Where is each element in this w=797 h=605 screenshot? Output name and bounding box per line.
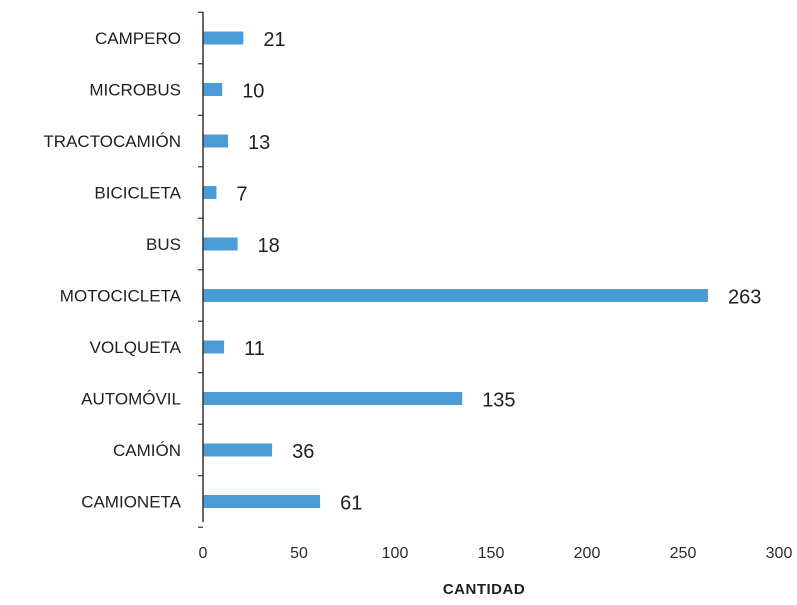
x-tick-label: 150 — [478, 545, 505, 562]
value-label: 61 — [340, 493, 362, 515]
x-tick-label: 300 — [766, 545, 793, 562]
x-tick-label: 0 — [199, 545, 208, 562]
bar-bicicleta — [203, 186, 217, 199]
bar-camión — [203, 443, 273, 457]
value-label: 10 — [242, 81, 264, 103]
category-label: CAMIONETA — [81, 493, 181, 512]
value-label: 21 — [263, 29, 285, 51]
x-tick-label: 100 — [382, 545, 409, 562]
x-tick-label: 250 — [670, 545, 697, 562]
category-label: VOLQUETA — [90, 338, 182, 357]
category-label: MOTOCICLETA — [60, 287, 182, 306]
value-labels: 21 10 13 7 18 263 11 135 36 61 — [236, 29, 761, 515]
category-labels: CAMPERO MICROBUS TRACTOCAMIÓN BICICLETA BUS M… — [43, 29, 181, 512]
value-label: 135 — [482, 390, 515, 412]
category-label: CAMPERO — [95, 29, 181, 48]
value-label: 18 — [258, 235, 280, 257]
bars — [203, 31, 708, 508]
bar-tractocamión — [203, 134, 228, 148]
x-axis-title: CANTIDAD — [443, 581, 525, 598]
x-tick-label: 200 — [574, 545, 601, 562]
x-axis-tick-labels: 0 50 100 150 200 250 300 — [199, 545, 793, 562]
value-label: 36 — [292, 441, 314, 463]
bar-bus — [203, 237, 238, 251]
category-label: BUS — [146, 235, 181, 254]
bar-motocicleta — [203, 289, 708, 302]
category-label: MICROBUS — [89, 81, 181, 100]
category-label: AUTOMÓVIL — [81, 390, 181, 409]
bar-campero — [203, 31, 244, 45]
bar-automóvil — [203, 392, 463, 405]
bar-volqueta — [203, 340, 225, 354]
value-label: 263 — [728, 287, 761, 309]
x-tick-label: 50 — [290, 545, 308, 562]
value-label: 7 — [236, 184, 247, 206]
value-label: 13 — [248, 132, 270, 154]
category-label: CAMIÓN — [113, 441, 181, 460]
y-axis-ticks — [198, 11, 203, 528]
category-label: TRACTOCAMIÓN — [43, 132, 181, 151]
value-label: 11 — [244, 338, 265, 360]
bar-microbus — [203, 83, 223, 96]
bar-camioneta — [203, 495, 321, 508]
category-label: BICICLETA — [94, 184, 181, 203]
